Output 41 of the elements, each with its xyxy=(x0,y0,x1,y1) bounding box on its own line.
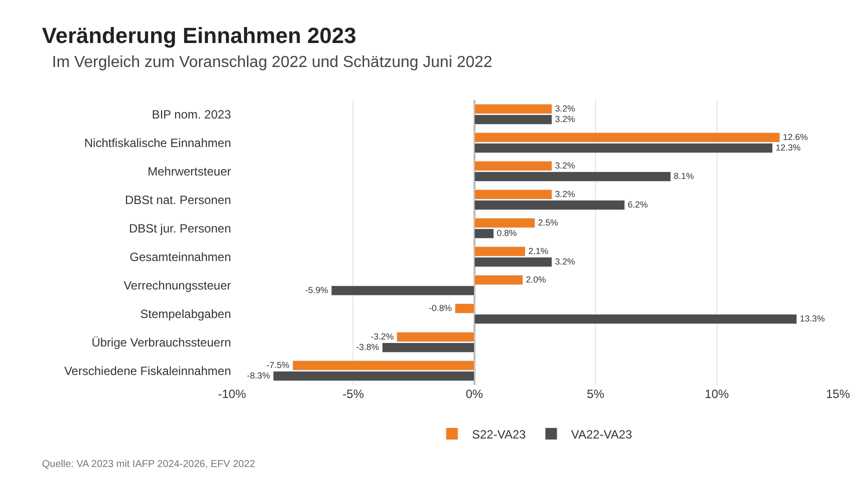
y-tick-label: DBSt jur. Personen xyxy=(128,221,231,236)
x-tick-label: -10% xyxy=(218,387,246,401)
data-label: 2.1% xyxy=(528,246,549,256)
data-label: 6.2% xyxy=(628,199,648,210)
legend-label: VA22-VA23 xyxy=(571,427,632,442)
y-tick-label: Verschiedene Fiskaleinnahmen xyxy=(64,364,231,378)
y-tick-label: Gesamteinnahmen xyxy=(130,250,231,264)
data-label: 2.5% xyxy=(538,217,558,228)
data-label: 2.0% xyxy=(526,274,546,284)
x-tick-label: -5% xyxy=(342,387,364,401)
data-label: 12.3% xyxy=(776,142,801,152)
data-label: -3.8% xyxy=(356,342,380,352)
data-label: -3.2% xyxy=(370,331,394,342)
x-tick-label: 0% xyxy=(466,387,484,401)
y-tick-label: Verrechnungssteuer xyxy=(124,278,231,292)
data-label: -0.8% xyxy=(428,302,452,313)
x-tick-label: 15% xyxy=(826,387,850,401)
data-label: 3.2% xyxy=(554,160,576,170)
y-tick-label: Stempelabgaben xyxy=(140,306,231,321)
x-tick-label: 10% xyxy=(704,387,730,401)
data-label: 3.2% xyxy=(554,114,576,124)
data-label: 3.2% xyxy=(554,103,576,114)
chart-title: Veränderung Einnahmen 2023 xyxy=(42,23,356,48)
data-label: 8.1% xyxy=(674,170,694,181)
data-label: -5.9% xyxy=(305,284,328,295)
y-tick-label: Nichtfiskalische Einnahmen xyxy=(84,136,231,150)
y-tick-label: Übrige Verbrauchssteuern xyxy=(92,335,231,350)
y-tick-label: BIP nom. 2023 xyxy=(152,107,232,122)
legend-label: S22-VA23 xyxy=(472,427,526,442)
y-tick-label: DBSt nat. Personen xyxy=(124,192,231,207)
x-tick-label: 5% xyxy=(586,387,605,401)
data-label: 13.3% xyxy=(800,313,825,324)
data-label: 3.2% xyxy=(554,256,576,266)
source-note: Quelle: VA 2023 mit IAFP 2024-2026, EFV 2022 xyxy=(42,459,256,470)
chart-subtitle: Im Vergleich zum Voranschlag 2022 und Schätzung Juni 2022 xyxy=(52,54,492,71)
data-label: -8.3% xyxy=(247,370,270,380)
data-label: 0.8% xyxy=(496,228,518,238)
data-label: -7.5% xyxy=(266,360,290,370)
data-label: 3.2% xyxy=(554,188,576,199)
y-tick-label: Mehrwertsteuer xyxy=(148,164,231,178)
data-label: 12.6% xyxy=(782,132,808,142)
